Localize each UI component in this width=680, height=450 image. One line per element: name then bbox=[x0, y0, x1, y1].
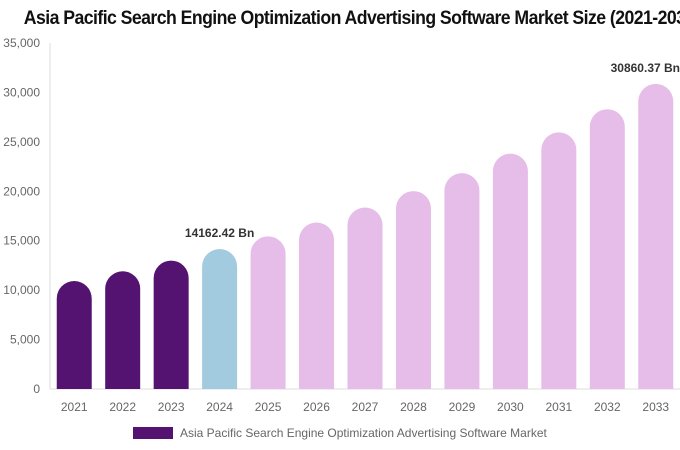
bar-2026 bbox=[299, 222, 335, 389]
x-tick-label: 2033 bbox=[642, 400, 669, 414]
y-tick-label: 20,000 bbox=[3, 184, 40, 198]
x-tick-label: 2031 bbox=[545, 400, 572, 414]
y-tick-label: 5,000 bbox=[10, 333, 40, 347]
bar-2024 bbox=[202, 248, 238, 389]
y-tick-label: 35,000 bbox=[3, 36, 40, 50]
x-tick-label: 2029 bbox=[449, 400, 476, 414]
bar-2032 bbox=[589, 109, 625, 390]
bar-2022 bbox=[105, 271, 141, 389]
x-tick-label: 2028 bbox=[400, 400, 427, 414]
data-label-2024: 14162.42 Bn bbox=[185, 226, 254, 240]
legend-swatch bbox=[133, 427, 173, 439]
bar-2027 bbox=[347, 207, 383, 389]
bar-2031 bbox=[541, 132, 577, 389]
x-tick-label: 2032 bbox=[594, 400, 621, 414]
x-tick-label: 2024 bbox=[206, 400, 233, 414]
legend-label: Asia Pacific Search Engine Optimization … bbox=[180, 426, 547, 440]
chart-title: Asia Pacific Search Engine Optimization … bbox=[23, 8, 680, 29]
x-tick-label: 2026 bbox=[303, 400, 330, 414]
y-tick-label: 25,000 bbox=[3, 135, 40, 149]
bar-2023 bbox=[153, 260, 189, 389]
y-tick-label: 15,000 bbox=[3, 234, 40, 248]
x-tick-label: 2023 bbox=[158, 400, 185, 414]
legend: Asia Pacific Search Engine Optimization … bbox=[133, 426, 547, 440]
x-tick-label: 2030 bbox=[497, 400, 524, 414]
y-tick-label: 0 bbox=[33, 382, 40, 396]
y-tick-label: 30,000 bbox=[3, 85, 40, 99]
y-tick-label: 10,000 bbox=[3, 283, 40, 297]
x-tick-label: 2022 bbox=[109, 400, 136, 414]
x-tick-label: 2021 bbox=[61, 400, 88, 414]
bar-2029 bbox=[444, 173, 480, 389]
data-label-2033: 30860.37 Bn bbox=[611, 61, 680, 75]
bar-2025 bbox=[250, 236, 286, 389]
bar-2033 bbox=[638, 83, 674, 389]
bar-2021 bbox=[56, 281, 92, 389]
x-tick-label: 2025 bbox=[255, 400, 282, 414]
x-tick-label: 2027 bbox=[352, 400, 379, 414]
bar-2030 bbox=[492, 153, 528, 389]
bar-2028 bbox=[395, 191, 431, 389]
